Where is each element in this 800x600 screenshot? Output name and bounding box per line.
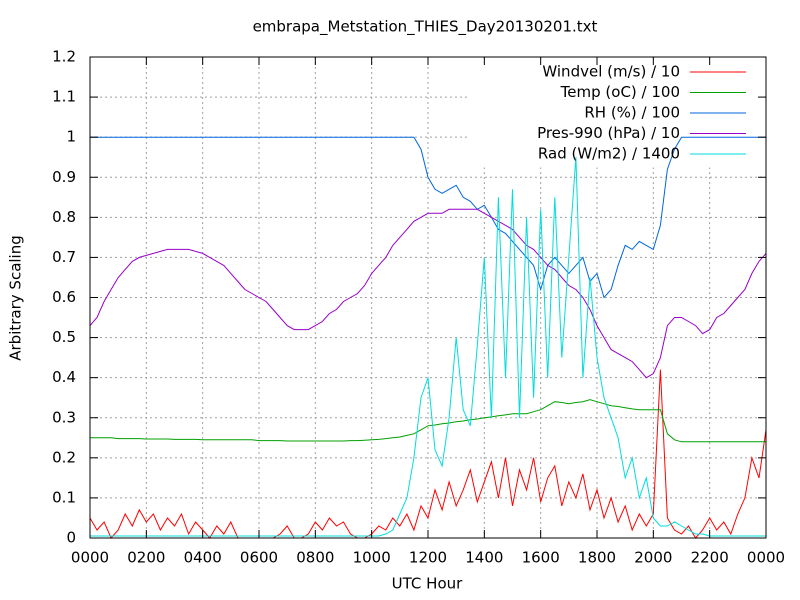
legend-label: Temp (oC) / 100 <box>560 83 680 101</box>
x-tick-label: 1200 <box>409 549 447 567</box>
y-tick-label: 0.7 <box>52 248 76 266</box>
series-line <box>90 399 766 443</box>
legend-label: Rad (W/m2) / 1400 <box>538 145 680 163</box>
series-line <box>89 208 767 379</box>
x-tick-label: 0200 <box>127 549 165 567</box>
y-tick-label: 0.9 <box>52 168 76 186</box>
legend-background <box>470 61 764 168</box>
y-tick-label: 1 <box>66 128 76 146</box>
x-tick-label: 0000 <box>747 549 785 567</box>
y-tick-label: 0 <box>66 529 76 547</box>
series-line <box>90 136 766 299</box>
y-tick-label: 1.1 <box>52 88 76 106</box>
y-axis-label: Arbitrary Scaling <box>7 235 25 361</box>
x-tick-label: 0400 <box>184 549 222 567</box>
y-tick-label: 0.3 <box>52 408 76 426</box>
x-tick-label: 0800 <box>296 549 334 567</box>
y-tick-label: 1.2 <box>52 48 76 66</box>
y-tick-label: 0.6 <box>52 288 76 306</box>
y-tick-label: 0.8 <box>52 208 76 226</box>
y-tick-label: 0.4 <box>52 368 76 386</box>
legend-label: Windvel (m/s) / 10 <box>542 63 680 81</box>
x-tick-label: 1400 <box>465 549 503 567</box>
legend-label: RH (%) / 100 <box>584 104 680 122</box>
x-tick-label: 2000 <box>634 549 672 567</box>
legend-label: Pres-990 (hPa) / 10 <box>537 124 680 142</box>
x-tick-label: 2200 <box>691 549 729 567</box>
x-tick-label: 1600 <box>522 549 560 567</box>
chart-title: embrapa_Metstation_THIES_Day20130201.txt <box>253 18 598 37</box>
x-axis-label: UTC Hour <box>392 575 463 593</box>
x-tick-label: 1800 <box>578 549 616 567</box>
y-tick-label: 0.2 <box>52 448 76 466</box>
x-tick-label: 0600 <box>240 549 278 567</box>
x-tick-label: 1000 <box>353 549 391 567</box>
x-tick-label: 0000 <box>71 549 109 567</box>
y-tick-label: 0.1 <box>52 488 76 506</box>
y-tick-label: 0.5 <box>52 328 76 346</box>
